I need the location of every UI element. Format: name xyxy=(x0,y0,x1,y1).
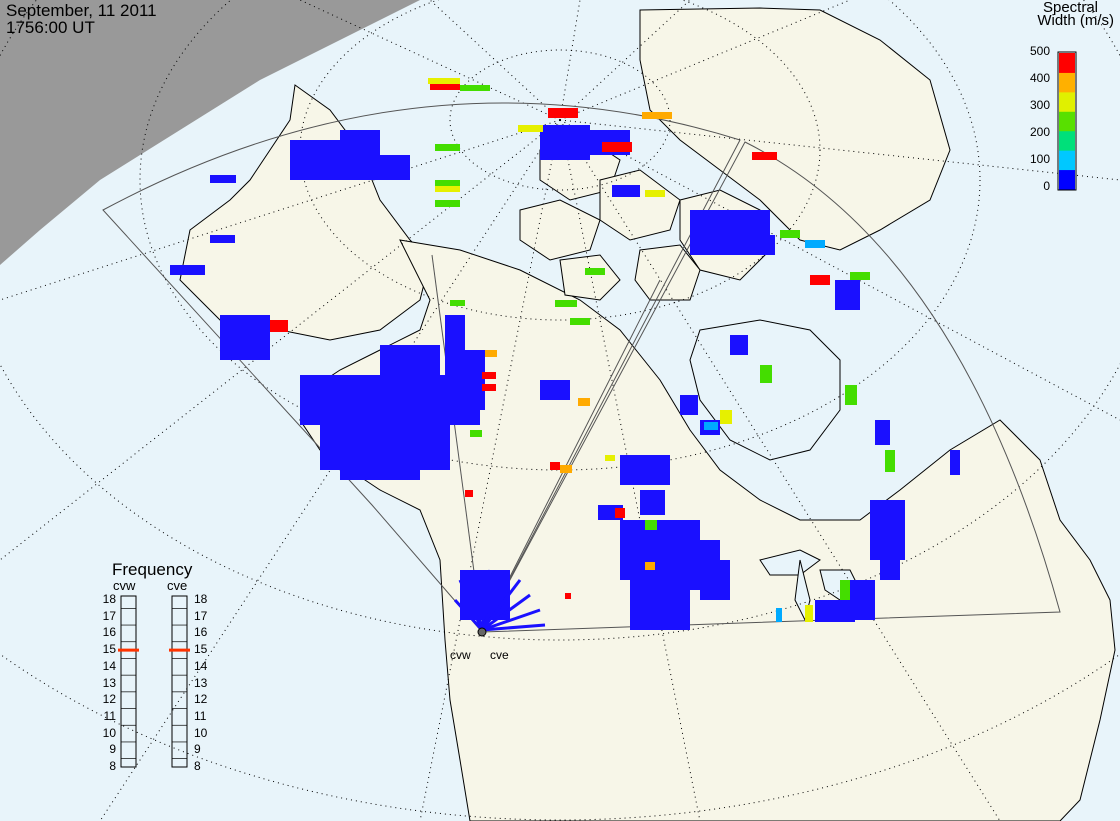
frequency-tick-label: 14 xyxy=(194,658,208,673)
hudson-bay xyxy=(689,319,841,461)
frequency-tick-label: 15 xyxy=(194,642,208,657)
colorbar-tick-label: 0 xyxy=(1043,179,1050,193)
land-masses xyxy=(179,7,1116,821)
frequency-radar-cve-label: cve xyxy=(167,578,188,593)
arctic-island-6 xyxy=(634,244,701,301)
frequency-bar-frame xyxy=(171,595,188,768)
cvw-site-marker xyxy=(477,627,487,637)
colorbar-segment xyxy=(1059,72,1075,93)
time-label: 1756:00 UT xyxy=(6,18,95,37)
frequency-tick-label: 18 xyxy=(194,592,208,606)
colorbar-segment xyxy=(1059,91,1075,112)
arctic-island-5 xyxy=(559,254,621,301)
frequency-tick-label: 16 xyxy=(194,625,208,640)
colorbar-segment xyxy=(1059,53,1075,73)
frequency-tick-label: 8 xyxy=(194,759,201,773)
colorbar-tick-label: 200 xyxy=(1029,125,1050,139)
frequency-tick-label: 8 xyxy=(109,759,116,773)
frequency-tick-label: 11 xyxy=(103,708,116,723)
frequency-tick-label: 16 xyxy=(102,625,116,640)
frequency-tick-label: 12 xyxy=(194,692,208,707)
frequency-tick-label: 14 xyxy=(102,658,116,673)
frequency-bar-frame xyxy=(120,595,137,768)
site-label-cve: cve xyxy=(490,648,509,662)
frequency-title: Frequency xyxy=(112,560,193,579)
frequency-tick-label: 9 xyxy=(194,742,201,757)
colorbar-title-line1: Spectral xyxy=(1042,0,1098,16)
arctic-island-2 xyxy=(519,199,601,261)
colorbar-tick-label: 300 xyxy=(1029,98,1050,112)
frequency-tick-label: 10 xyxy=(194,725,208,740)
frequency-panel xyxy=(118,595,190,768)
frequency-tick-label: 18 xyxy=(102,592,116,606)
site-label-cvw: cvw xyxy=(450,648,471,662)
radar-fields-of-view xyxy=(102,102,1061,633)
colorbar-segment xyxy=(1059,111,1075,132)
colorbar-segment xyxy=(1059,130,1075,151)
colorbar-segment xyxy=(1059,150,1075,171)
spectral-width-colorbar xyxy=(1057,51,1077,191)
colorbar-segment xyxy=(1059,169,1075,190)
frequency-tick-label: 10 xyxy=(102,725,116,740)
colorbar-tick-label: 100 xyxy=(1029,152,1050,166)
backscatter-cells xyxy=(170,78,960,632)
frequency-tick-label: 17 xyxy=(102,608,116,623)
frequency-tick-label: 17 xyxy=(194,608,208,623)
frequency-tick-label: 13 xyxy=(102,675,116,690)
colorbar-tick-label: 500 xyxy=(1029,44,1050,58)
cve-fov xyxy=(481,141,1061,633)
frequency-tick-label: 12 xyxy=(102,692,116,707)
frequency-tick-label: 9 xyxy=(109,742,116,757)
date-label: September, 11 2011 xyxy=(6,1,157,20)
colorbar-title-line2: Width (m/s) xyxy=(1037,12,1114,29)
frequency-tick-label: 15 xyxy=(102,642,116,657)
frequency-radar-cvw-label: cvw xyxy=(113,578,136,593)
night-region xyxy=(0,0,420,265)
frequency-tick-label: 13 xyxy=(194,675,208,690)
cvw-fov xyxy=(102,102,741,633)
colorbar-tick-label: 400 xyxy=(1029,71,1050,85)
frequency-tick-label: 11 xyxy=(194,708,207,723)
greenland-landmass xyxy=(639,7,951,251)
